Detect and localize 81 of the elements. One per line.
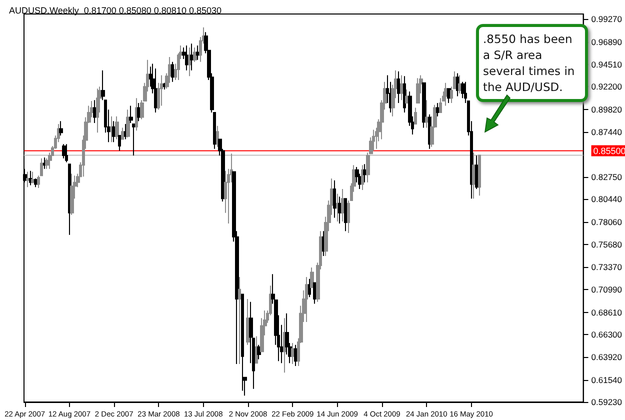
- candlestick: [246, 298, 250, 346]
- annotation: .8550 has been a S/R area several times in the AUD/USD.: [476, 24, 588, 102]
- candlestick: [26, 171, 29, 188]
- candlestick: [132, 123, 135, 156]
- candlestick: [308, 278, 311, 298]
- candlestick: [238, 276, 241, 365]
- y-tick-label: 0.61540: [591, 374, 622, 385]
- y-tick-label: 0.92200: [591, 82, 622, 92]
- candlestick: [363, 164, 367, 183]
- candlestick: [405, 89, 409, 104]
- candlestick: [196, 45, 200, 60]
- candlestick: [68, 164, 71, 236]
- chart-title: AUDUSD,Weekly 0.81700 0.85080 0.80810 0.85030: [9, 6, 222, 16]
- candlestick: [188, 46, 191, 77]
- candlestick: [29, 170, 32, 186]
- y-tick-label: 0.68610: [591, 307, 622, 318]
- candlestick: [444, 82, 448, 106]
- candlestick: [461, 81, 465, 99]
- candlestick: [126, 109, 130, 138]
- candlestick: [472, 152, 476, 200]
- candlestick: [400, 74, 403, 101]
- candlestick: [341, 188, 345, 222]
- candlestick: [129, 105, 133, 124]
- y-tick-label: 0.75680: [591, 240, 622, 250]
- candlestick: [283, 318, 286, 374]
- candlestick: [62, 144, 66, 159]
- candlestick: [416, 78, 420, 104]
- candlestick: [436, 102, 440, 117]
- candlestick: [110, 116, 113, 143]
- y-tick-label: 0.70990: [591, 284, 622, 295]
- candlestick: [338, 196, 342, 224]
- candlestick: [190, 43, 194, 71]
- y-tick-label: 0.80440: [591, 194, 622, 204]
- candlestick: [43, 156, 46, 170]
- candlestick: [333, 180, 336, 218]
- candlestick: [31, 171, 35, 184]
- candlestick: [478, 154, 481, 196]
- candlestick: [372, 129, 375, 152]
- candlestick: [124, 123, 127, 140]
- candlestick: [422, 82, 426, 128]
- candlestick: [59, 120, 63, 136]
- candlestick: [294, 344, 297, 366]
- y-tick-label: 0.63920: [591, 352, 622, 362]
- candlestick: [216, 125, 219, 148]
- y-tick-label: 0.99270: [591, 14, 622, 24]
- candlestick: [291, 342, 294, 365]
- candlestick: [193, 46, 197, 62]
- candlestick: [118, 134, 121, 152]
- candlestick: [425, 100, 428, 128]
- candlestick: [344, 198, 347, 232]
- y-tick-label: 0.94510: [591, 60, 622, 70]
- y-tick-label: 0.78060: [591, 216, 622, 227]
- candlestick: [336, 193, 339, 222]
- candlestick: [115, 116, 119, 140]
- candlestick: [135, 98, 138, 132]
- candlestick: [65, 144, 68, 163]
- candlestick: [241, 294, 244, 392]
- candlestick: [310, 266, 314, 288]
- candlestick: [93, 100, 96, 124]
- candlestick: [255, 336, 258, 364]
- y-tick-label: 0.87440: [591, 127, 622, 138]
- candlestick: [70, 173, 74, 216]
- candlestick: [257, 344, 261, 360]
- candlestick: [403, 76, 406, 114]
- y-tick-label: 0.73370: [591, 262, 622, 272]
- y-tick-label: 0.66300: [591, 329, 622, 340]
- y-tick-label: 0.96890: [591, 36, 622, 47]
- candlestick: [456, 72, 459, 97]
- y-tick-label: 0.59230: [591, 397, 622, 407]
- candlestick: [171, 61, 174, 82]
- y-tick-label: 0.89820: [591, 104, 622, 114]
- candlestick: [458, 74, 462, 94]
- candlestick: [160, 74, 163, 106]
- candlestick: [96, 88, 99, 134]
- candlestick: [305, 276, 308, 322]
- candlestick: [397, 70, 400, 104]
- candlestick: [185, 45, 188, 71]
- candlestick: [414, 107, 417, 124]
- candlestick: [361, 164, 364, 190]
- candlestick: [121, 127, 124, 140]
- y-tick-label: 0.82750: [591, 172, 622, 182]
